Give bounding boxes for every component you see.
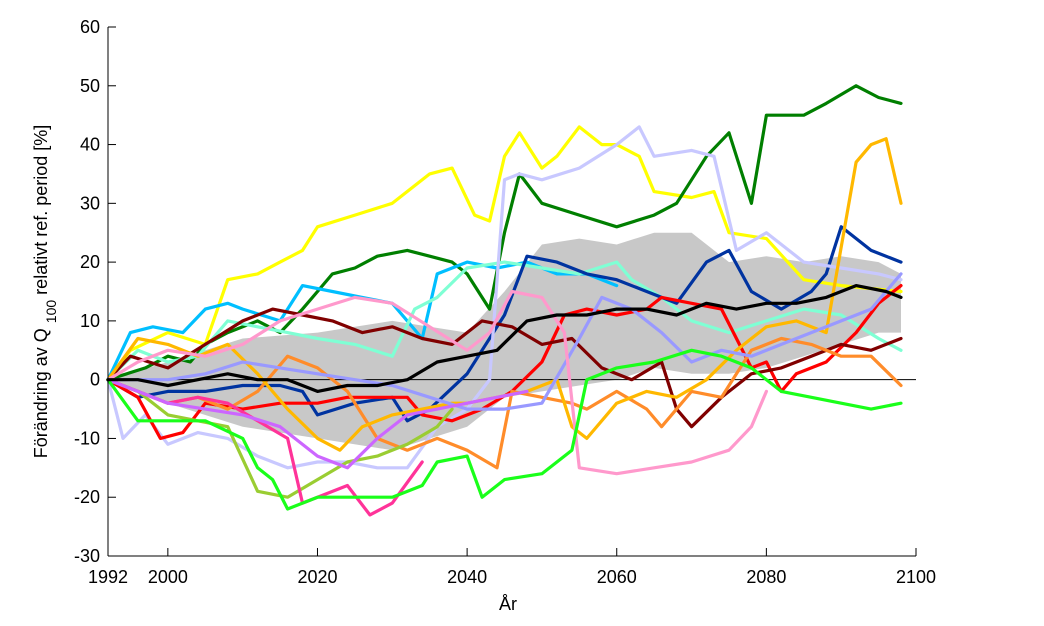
series-line-9 [106,336,903,470]
y-tick-label: -30 [74,546,100,566]
y-axis-label-subscript: 100 [43,300,59,324]
y-tick-label: 10 [80,311,100,331]
y-tick-label: -20 [74,487,100,507]
y-tick-label: 40 [80,135,100,155]
y-tick-label: 60 [80,17,100,37]
plot-area [106,84,916,517]
y-axis-label-main: Förändring av Q [31,328,51,458]
y-tick-label: 50 [80,76,100,96]
series-line-1 [106,125,903,382]
x-tick-label: 2080 [746,567,786,587]
x-tick-label: 2020 [297,567,337,587]
series-line-11 [106,272,903,411]
x-tick-label: 2060 [597,567,637,587]
y-axis-label-rest: relativt ref. period [%] [31,125,51,295]
y-axis-label: Förändring av Q 100 relativt ref. period… [31,125,60,459]
x-tick-label: 2000 [148,567,188,587]
series-line-4 [106,260,903,382]
x-tick-label: 2100 [896,567,936,587]
axes: -30 -20 -10 0 10 20 30 40 50 60 1992 2000 2020 2040 20… [74,17,936,587]
series-line-6 [106,125,903,470]
y-tick-label: 0 [90,370,100,390]
x-tick-label: 2040 [447,567,487,587]
x-axis-label: År [499,594,517,614]
y-tick-label: 20 [80,252,100,272]
series-line-15 [106,289,768,476]
series-line-16 [106,348,903,511]
y-tick-label: -10 [74,428,100,448]
series-line-17 [106,284,903,393]
x-tick-label: 1992 [88,567,128,587]
series-line-3 [106,260,619,382]
series-line-2 [106,84,903,382]
y-tick-label: 30 [80,193,100,213]
series-line-8 [106,307,903,429]
series-line-12 [106,378,454,499]
series-line-14 [106,378,529,470]
